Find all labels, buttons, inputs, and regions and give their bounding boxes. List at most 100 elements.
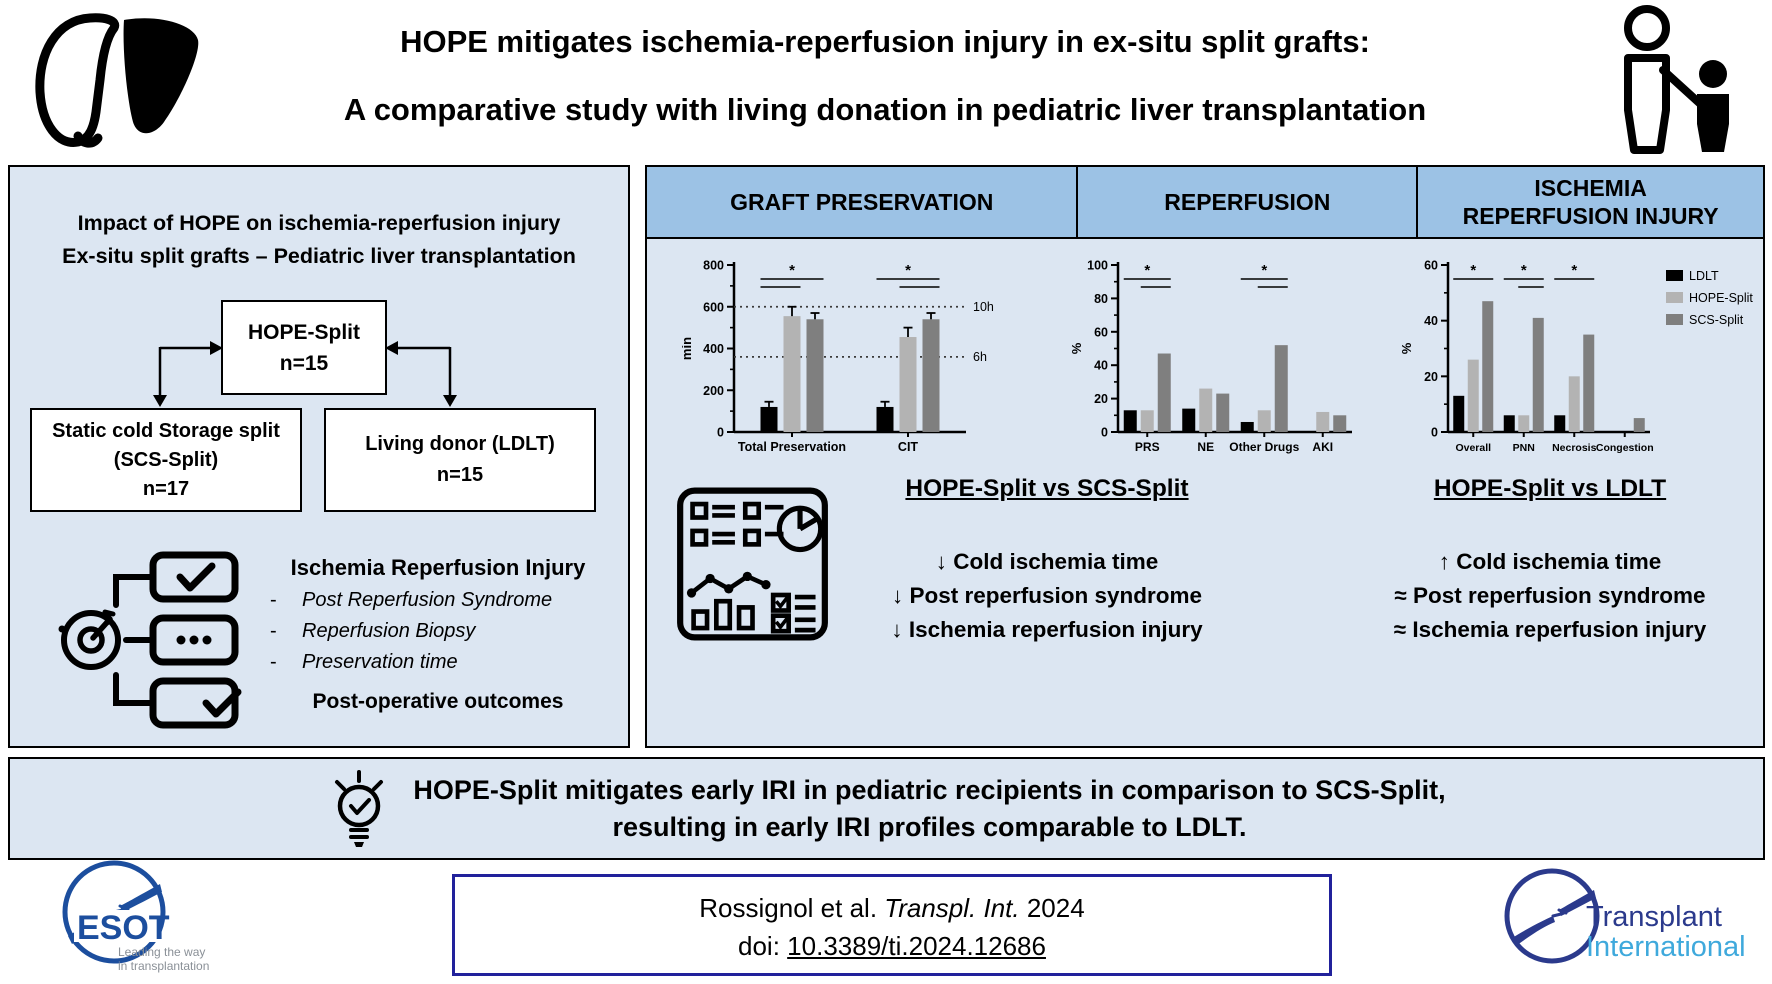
svg-text:NE: NE xyxy=(1197,440,1214,454)
scs-box-abbrev: (SCS-Split) xyxy=(113,448,219,471)
svg-text:80: 80 xyxy=(1094,292,1108,306)
svg-text:40: 40 xyxy=(1424,314,1438,328)
svg-text:*: * xyxy=(1144,262,1150,279)
flowchart-box-hope-split: HOPE-Split n=15 xyxy=(221,300,387,395)
hope-box-label: HOPE-Split xyxy=(247,320,360,344)
esot-logo: ESOT Leading the way in transplantation xyxy=(62,860,209,973)
results-panel: GRAFT PRESERVATION REPERFUSION ISCHEMIA … xyxy=(645,165,1765,748)
svg-text:40: 40 xyxy=(1094,359,1108,373)
transplant-international-logo: Transplant International xyxy=(1504,868,1746,964)
comparison-hope-vs-ldlt: HOPE-Split vs LDLT ↑ Cold ischemia time … xyxy=(1335,475,1765,647)
svg-text:200: 200 xyxy=(703,384,724,398)
svg-text:LDLT: LDLT xyxy=(1689,269,1719,283)
svg-text:Congestion: Congestion xyxy=(1596,442,1654,454)
svg-text:*: * xyxy=(1261,262,1267,279)
svg-text:Necrosis: Necrosis xyxy=(1552,442,1597,454)
liver-icon xyxy=(35,13,199,148)
svg-text:*: * xyxy=(1521,262,1527,279)
flowchart-arrows xyxy=(153,341,457,407)
svg-text:CIT: CIT xyxy=(898,440,919,454)
svg-text:600: 600 xyxy=(703,300,724,314)
svg-text:*: * xyxy=(1470,262,1476,279)
citation-doi-line: doi: 10.3389/ti.2024.12686 xyxy=(738,931,1046,961)
reperfusion-bar-chart: 0 20 40 60 80 100% PRS NE Other Drugs AKI * * xyxy=(1072,259,1352,454)
dashboard-chart-icon xyxy=(677,487,828,641)
svg-text:PNN: PNN xyxy=(1513,442,1535,454)
svg-text:min: min xyxy=(682,337,694,360)
svg-text:20: 20 xyxy=(1424,370,1438,384)
svg-text:20: 20 xyxy=(1094,392,1108,406)
esot-tagline-2: in transplantation xyxy=(118,959,209,973)
svg-text:100: 100 xyxy=(1087,259,1108,273)
outcomes-heading: Ischemia Reperfusion Injury xyxy=(290,555,586,580)
svg-text:0: 0 xyxy=(1431,426,1438,440)
svg-text:400: 400 xyxy=(703,342,724,356)
conclusion-text: HOPE-Split mitigates early IRI in pediat… xyxy=(413,772,1445,846)
svg-text:Other Drugs: Other Drugs xyxy=(1229,440,1299,454)
results-column-headers: GRAFT PRESERVATION REPERFUSION ISCHEMIA … xyxy=(647,167,1763,239)
flowchart-box-scs-split: Static cold Storage split (SCS-Split) n=… xyxy=(30,408,302,512)
comparison-scs-title: HOPE-Split vs SCS-Split xyxy=(905,475,1189,502)
outcomes-footer: Post-operative outcomes xyxy=(312,690,564,713)
svg-text:Overall: Overall xyxy=(1455,442,1491,454)
svg-text:%: % xyxy=(1072,342,1084,354)
doi-link[interactable]: 10.3389/ti.2024.12686 xyxy=(787,931,1046,961)
graft-preservation-bar-chart: 0 200 400 600 800 min 10h 6h Total Preservation C… xyxy=(682,259,994,455)
svg-text:0: 0 xyxy=(717,426,724,440)
target-checklist-icon xyxy=(58,551,242,729)
hope-box-n: n=15 xyxy=(279,351,329,375)
conclusion-line2: resulting in early IRI profiles comparab… xyxy=(612,811,1247,842)
left-panel-title-line2: Ex-situ split grafts – Pediatric liver t… xyxy=(62,244,576,268)
adult-child-donation-icon xyxy=(1624,5,1729,154)
comparison-hope-vs-scs: HOPE-Split vs SCS-Split ↓ Cold ischemia … xyxy=(832,475,1262,647)
title-line-2: A comparative study with living donation… xyxy=(343,92,1427,127)
comparison-scs-item-iri: ↓ Ischemia reperfusion injury xyxy=(891,617,1203,642)
svg-text:0: 0 xyxy=(1101,426,1108,440)
flowchart-box-ldlt: Living donor (LDLT) n=15 xyxy=(324,408,596,512)
comparison-scs-item-prs: ↓ Post reperfusion syndrome xyxy=(891,583,1203,608)
citation-reference: Rossignol et al. Transpl. Int. 2024 xyxy=(699,893,1085,923)
conclusion-banner: HOPE-Split mitigates early IRI in pediat… xyxy=(8,757,1765,860)
left-panel-title: Impact of HOPE on ischemia-reperfusion i… xyxy=(10,207,628,273)
outcome-item-prs: - Post Reperfusion Syndrome xyxy=(270,589,553,611)
scs-box-n: n=17 xyxy=(142,477,190,500)
svg-text:6h: 6h xyxy=(973,350,987,364)
conclusion-line1: HOPE-Split mitigates early IRI in pediat… xyxy=(413,774,1446,805)
esot-logo-text: ESOT xyxy=(77,909,170,947)
comparison-ldlt-item-prs: ≈ Post reperfusion syndrome xyxy=(1394,583,1706,608)
ldlt-box-label: Living donor (LDLT) xyxy=(365,433,555,455)
left-panel-title-line1: Impact of HOPE on ischemia-reperfusion i… xyxy=(77,211,561,235)
svg-text:*: * xyxy=(905,262,911,279)
svg-text:60: 60 xyxy=(1424,259,1438,273)
svg-text:*: * xyxy=(1571,262,1577,279)
ti-logo-line1: Transplant xyxy=(1586,901,1722,933)
ldlt-box-n: n=15 xyxy=(436,464,484,486)
svg-text:AKI: AKI xyxy=(1312,440,1333,454)
comparison-ldlt-title: HOPE-Split vs LDLT xyxy=(1433,475,1667,502)
comparison-ldlt-item-iri: ≈ Ischemia reperfusion injury xyxy=(1393,617,1707,642)
outcome-item-biopsy: - Reperfusion Biopsy xyxy=(270,620,476,642)
outcomes-list: Ischemia Reperfusion Injury - Post Reper… xyxy=(258,555,618,714)
column-header-reperfusion: REPERFUSION xyxy=(1078,167,1419,239)
comparison-scs-item-cit: ↓ Cold ischemia time xyxy=(935,549,1159,574)
column-header-iri: ISCHEMIA REPERFUSION INJURY xyxy=(1418,167,1763,239)
outcome-item-preservation: - Preservation time xyxy=(270,651,458,673)
esot-tagline-1: Leading the way xyxy=(118,945,205,959)
svg-text:*: * xyxy=(789,262,795,279)
svg-text:HOPE-Split: HOPE-Split xyxy=(1689,291,1753,305)
column-header-graft-preservation: GRAFT PRESERVATION xyxy=(647,167,1079,239)
svg-text:60: 60 xyxy=(1094,325,1108,339)
ti-logo-line2: International xyxy=(1586,931,1746,963)
svg-text:SCS-Split: SCS-Split xyxy=(1689,313,1744,327)
comparison-ldlt-item-cit: ↑ Cold ischemia time xyxy=(1438,549,1662,574)
lightbulb-check-icon xyxy=(335,769,384,847)
scs-box-label: Static cold Storage split xyxy=(52,419,280,442)
citation-box: Rossignol et al. Transpl. Int. 2024 doi:… xyxy=(452,874,1332,976)
title-line-1: HOPE mitigates ischemia-reperfusion inju… xyxy=(400,24,1370,59)
svg-text:%: % xyxy=(1402,342,1414,354)
study-design-panel: Impact of HOPE on ischemia-reperfusion i… xyxy=(8,165,630,748)
svg-text:800: 800 xyxy=(703,259,724,273)
svg-text:PRS: PRS xyxy=(1135,440,1160,454)
svg-text:Total Preservation: Total Preservation xyxy=(738,440,846,454)
